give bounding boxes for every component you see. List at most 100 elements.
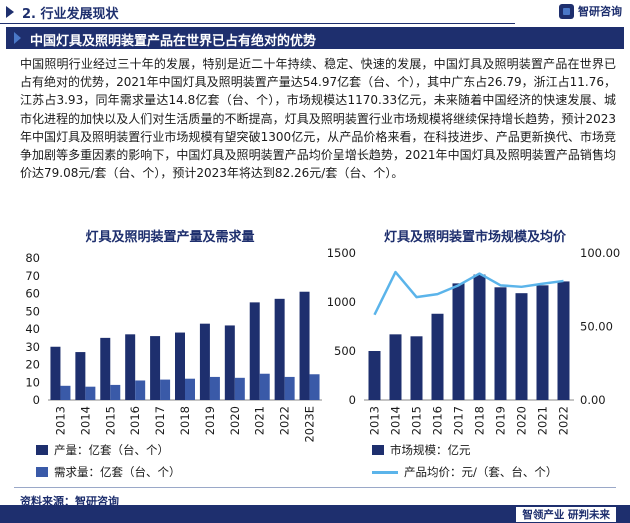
chart2-legend-market: 市场规模：亿元 bbox=[372, 442, 471, 458]
chart2-ytick-right-0: 0.00 bbox=[580, 393, 606, 407]
chart2-bar-market-2021 bbox=[536, 285, 549, 400]
chart1-bar-demand-2014 bbox=[85, 386, 96, 400]
chart1-ytick-0: 0 bbox=[33, 393, 40, 407]
chart2-bar-market-2014 bbox=[389, 334, 402, 400]
legend-swatch-price bbox=[372, 470, 398, 474]
top-divider bbox=[0, 23, 515, 24]
chart1-xtick-2021: 2021 bbox=[253, 406, 267, 435]
chart1-bar-output-2018 bbox=[175, 332, 185, 400]
chart1-ytick-8: 80 bbox=[25, 251, 40, 265]
chart1-ytick-4: 40 bbox=[25, 322, 40, 336]
chart2-ytick-right-1: 50.00 bbox=[580, 320, 613, 334]
chart1-bar-demand-2018 bbox=[185, 378, 195, 400]
chart1-legend-demand: 需求量：亿套（台、个） bbox=[36, 464, 181, 480]
headline-text: 中国灯具及照明装置产品在世界已占有绝对的优势 bbox=[30, 34, 317, 49]
legend-label-demand: 需求量：亿套（台、个） bbox=[54, 465, 181, 479]
chart1-ytick-2: 20 bbox=[25, 358, 40, 372]
chart2-xtick-2018: 2018 bbox=[473, 406, 487, 435]
chart1-bar-demand-2016 bbox=[135, 380, 146, 400]
top-bar: 2. 行业发展现状 智研咨询 bbox=[0, 0, 630, 24]
chart1-xtick-2013: 2013 bbox=[53, 406, 67, 435]
chart1-bar-output-2020 bbox=[224, 325, 235, 400]
source-note: 资料来源：智研咨询 bbox=[20, 495, 119, 508]
chart1-xtick-2019: 2019 bbox=[203, 406, 217, 435]
logo-text: 智研咨询 bbox=[578, 5, 622, 18]
legend-label-output: 产量：亿套（台、个） bbox=[54, 443, 169, 457]
logo-mark-icon bbox=[559, 3, 574, 19]
legend-label-price: 产品均价：元/（套、台、个） bbox=[404, 465, 558, 479]
brand-logo: 智研咨询 bbox=[559, 3, 622, 19]
chart2-bar-market-2017 bbox=[452, 283, 465, 400]
chart1-title: 灯具及照明装置产量及需求量 bbox=[85, 230, 255, 245]
chart2-xtick-2017: 2017 bbox=[452, 406, 466, 435]
chart1-bar-demand-2020 bbox=[234, 377, 245, 400]
chart1-bar-demand-2019 bbox=[209, 376, 220, 400]
footer-divider bbox=[14, 487, 616, 488]
brand-slogan: 智领产业 研判未来 bbox=[516, 507, 616, 522]
legend-swatch-market bbox=[372, 445, 384, 455]
chart1-ytick-1: 10 bbox=[25, 375, 40, 389]
chart1-xtick-2020: 2020 bbox=[228, 406, 242, 435]
chart2-xtick-2016: 2016 bbox=[431, 406, 445, 435]
chart2-bar-market-2018 bbox=[473, 274, 486, 400]
section-title: 2. 行业发展现状 bbox=[22, 7, 119, 22]
chart2-title: 灯具及照明装置市场规模及均价 bbox=[383, 230, 566, 245]
chart2-ytick-left-3: 1500 bbox=[327, 246, 356, 260]
chart1-bar-output-2019 bbox=[199, 323, 210, 400]
chart1-xtick-2014: 2014 bbox=[78, 406, 92, 435]
chart1-bar-output-2014 bbox=[75, 352, 86, 400]
chart1-xtick-2015: 2015 bbox=[103, 406, 117, 435]
chart2-bar-market-2015 bbox=[410, 336, 423, 400]
headline-banner: 中国灯具及照明装置产品在世界已占有绝对的优势 bbox=[6, 27, 624, 49]
chart2-ytick-left-0: 0 bbox=[349, 393, 356, 407]
chart1-xtick-2016: 2016 bbox=[128, 406, 142, 435]
chart1-bar-output-2022 bbox=[274, 298, 285, 400]
chart1-xtick-2022: 2022 bbox=[278, 406, 292, 435]
chart2-xtick-2015: 2015 bbox=[410, 406, 424, 435]
chart1-bar-output-2015 bbox=[100, 337, 111, 400]
chart1-bar-output-2017 bbox=[150, 336, 161, 400]
chart1-bar-demand-2023E bbox=[309, 374, 320, 400]
chart1-xtick-2018: 2018 bbox=[178, 406, 192, 435]
chart1-bar-demand-2022 bbox=[284, 376, 295, 400]
chart1-ytick-3: 30 bbox=[25, 340, 40, 354]
chart1-bar-demand-2013 bbox=[60, 385, 71, 400]
chart1-ytick-6: 60 bbox=[25, 287, 40, 301]
chart2-xtick-2014: 2014 bbox=[389, 406, 403, 435]
bottom-strip bbox=[0, 505, 630, 523]
chart2-ytick-right-2: 100.00 bbox=[580, 246, 620, 260]
chart1-xtick-2023E: 2023E bbox=[303, 406, 317, 443]
chart1-bar-output-2013 bbox=[50, 346, 61, 400]
chart2-bar-market-2019 bbox=[494, 287, 507, 400]
chart2-xtick-2020: 2020 bbox=[515, 406, 529, 435]
chart1-bar-output-2016 bbox=[125, 334, 136, 400]
legend-swatch-demand bbox=[36, 467, 48, 477]
banner-triangle-icon bbox=[14, 32, 21, 44]
body-paragraph: 中国照明行业经过三十年的发展，特别是近二十年持续、稳定、快速的发展，中国灯具及照… bbox=[20, 57, 616, 181]
legend-swatch-output bbox=[36, 445, 48, 455]
chart2-bar-market-2013 bbox=[368, 351, 381, 400]
chart2-bar-market-2022 bbox=[557, 281, 570, 400]
section-triangle-icon bbox=[6, 6, 14, 18]
chart1-legend-output: 产量：亿套（台、个） bbox=[36, 442, 169, 458]
chart2-xtick-2019: 2019 bbox=[494, 406, 508, 435]
chart1-bar-output-2023E bbox=[299, 291, 310, 400]
chart2-ytick-left-2: 1000 bbox=[327, 295, 356, 309]
chart1-bar-demand-2021 bbox=[259, 373, 270, 400]
chart1-ytick-7: 70 bbox=[25, 269, 40, 283]
chart2-line-price bbox=[373, 270, 564, 316]
chart2-xtick-2013: 2013 bbox=[368, 406, 382, 435]
chart2-xtick-2021: 2021 bbox=[536, 406, 550, 435]
chart1-xtick-2017: 2017 bbox=[153, 406, 167, 435]
chart1-bar-output-2021 bbox=[249, 302, 260, 400]
chart2-bar-market-2016 bbox=[431, 313, 444, 400]
chart2-xtick-2022: 2022 bbox=[557, 406, 571, 435]
chart1-bar-demand-2015 bbox=[110, 384, 121, 400]
chart2-legend-price: 产品均价：元/（套、台、个） bbox=[372, 464, 557, 480]
chart2-ytick-left-1: 500 bbox=[334, 344, 356, 358]
legend-label-market: 市场规模：亿元 bbox=[390, 443, 471, 457]
chart1-ytick-5: 50 bbox=[25, 304, 40, 318]
chart2-bar-market-2020 bbox=[515, 293, 528, 400]
chart1-bar-demand-2017 bbox=[160, 379, 171, 400]
